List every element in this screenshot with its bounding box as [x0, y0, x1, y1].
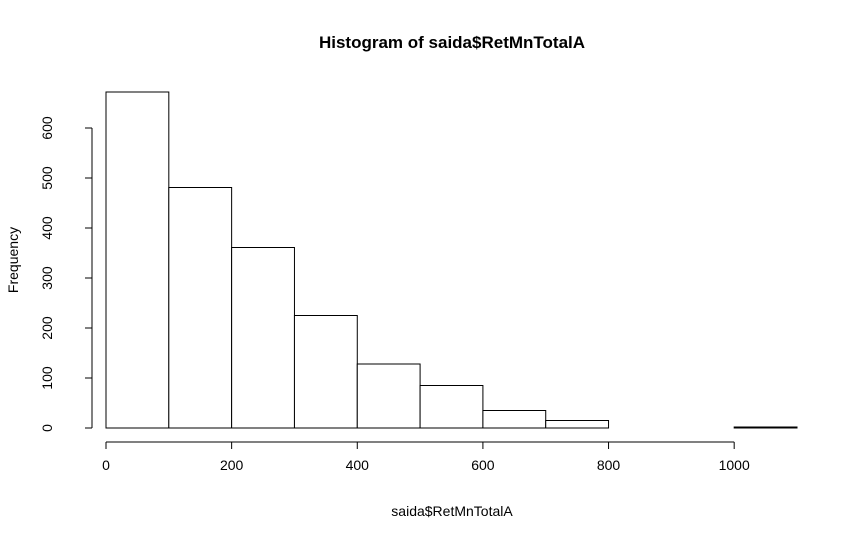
x-axis-label: saida$RetMnTotalA: [391, 503, 513, 519]
y-tick-label-6: 600: [39, 116, 55, 140]
histogram-bar-5: [419, 385, 484, 429]
chart-title: Histogram of saida$RetMnTotalA: [319, 33, 585, 52]
histogram-bar-0: [105, 91, 170, 429]
x-tick-label-2: 400: [346, 457, 370, 473]
y-tick-label-0: 0: [39, 424, 55, 432]
histogram-bar-10: [733, 426, 798, 429]
x-tick-label-0: 0: [102, 457, 110, 473]
histogram-bar-3: [293, 315, 358, 429]
histogram-bar-4: [356, 363, 421, 429]
x-tick-label-1: 200: [220, 457, 244, 473]
y-tick-label-2: 200: [39, 316, 55, 340]
histogram-bar-1: [168, 187, 233, 429]
y-axis-label: Frequency: [5, 227, 21, 293]
histogram-bar-6: [482, 410, 547, 429]
y-tick-label-1: 100: [39, 366, 55, 390]
histogram-bar-7: [545, 420, 610, 429]
y-tick-label-3: 300: [39, 266, 55, 290]
x-tick-label-5: 1000: [719, 457, 750, 473]
y-axis: 0 100 200 300 400 500 600: [39, 116, 93, 432]
y-tick-label-4: 400: [39, 216, 55, 240]
x-tick-label-3: 600: [471, 457, 495, 473]
histogram-bars: [105, 91, 798, 429]
x-axis: 0 200 400 600 800 1000: [102, 441, 750, 473]
x-tick-label-4: 800: [597, 457, 621, 473]
histogram-bar-2: [231, 247, 295, 429]
y-tick-label-5: 500: [39, 166, 55, 190]
